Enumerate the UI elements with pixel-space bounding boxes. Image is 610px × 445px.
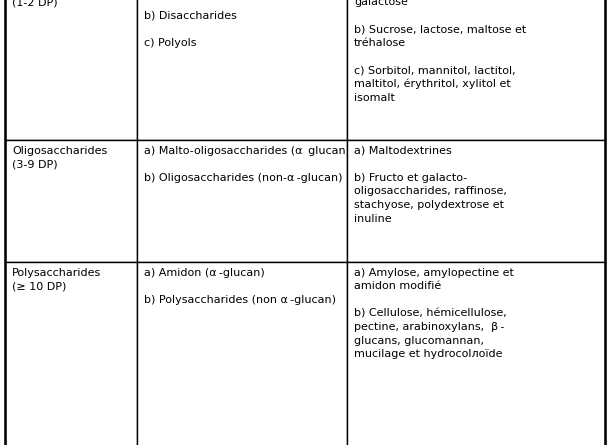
Bar: [5, 262, 137, 445]
Bar: [347, 0, 605, 139]
Text: a) Monosaccharides

b) Disaccharides

c) Polyols: a) Monosaccharides b) Disaccharides c) P…: [144, 0, 256, 48]
Bar: [347, 139, 605, 262]
Bar: [5, 0, 137, 139]
Bar: [137, 0, 347, 139]
Bar: [137, 139, 347, 262]
Text: a) Amidon (α -glucan)

b) Polysaccharides (non α -glucan): a) Amidon (α -glucan) b) Polysaccharides…: [144, 267, 336, 305]
Text: a) Amylose, amylopectine et
amidon modifié

b) Cellulose, hémicellulose,
pectine: a) Amylose, amylopectine et amidon modif…: [354, 267, 514, 359]
Text: Polysaccharides
(≥ 10 DP): Polysaccharides (≥ 10 DP): [12, 267, 101, 291]
Bar: [137, 262, 347, 445]
Text: a) Maltodextrines

b) Fructo et galacto-
oligosaccharides, raffinose,
stachyose,: a) Maltodextrines b) Fructo et galacto- …: [354, 146, 507, 223]
Text: Mono- et disaccharides
(1-2 DP): Mono- et disaccharides (1-2 DP): [12, 0, 142, 7]
Text: a) Malto-oligosaccharides (α glucan)

b) Oligosaccharides (non-α -glucan): a) Malto-oligosaccharides (α glucan) b) …: [144, 146, 350, 183]
Bar: [347, 262, 605, 445]
Bar: [5, 139, 137, 262]
Text: a) Glucose, fructose et
galactose

b) Sucrose, lactose, maltose et
tréhalose

c): a) Glucose, fructose et galactose b) Suc…: [354, 0, 526, 103]
Text: Oligosaccharides
(3-9 DP): Oligosaccharides (3-9 DP): [12, 146, 107, 169]
